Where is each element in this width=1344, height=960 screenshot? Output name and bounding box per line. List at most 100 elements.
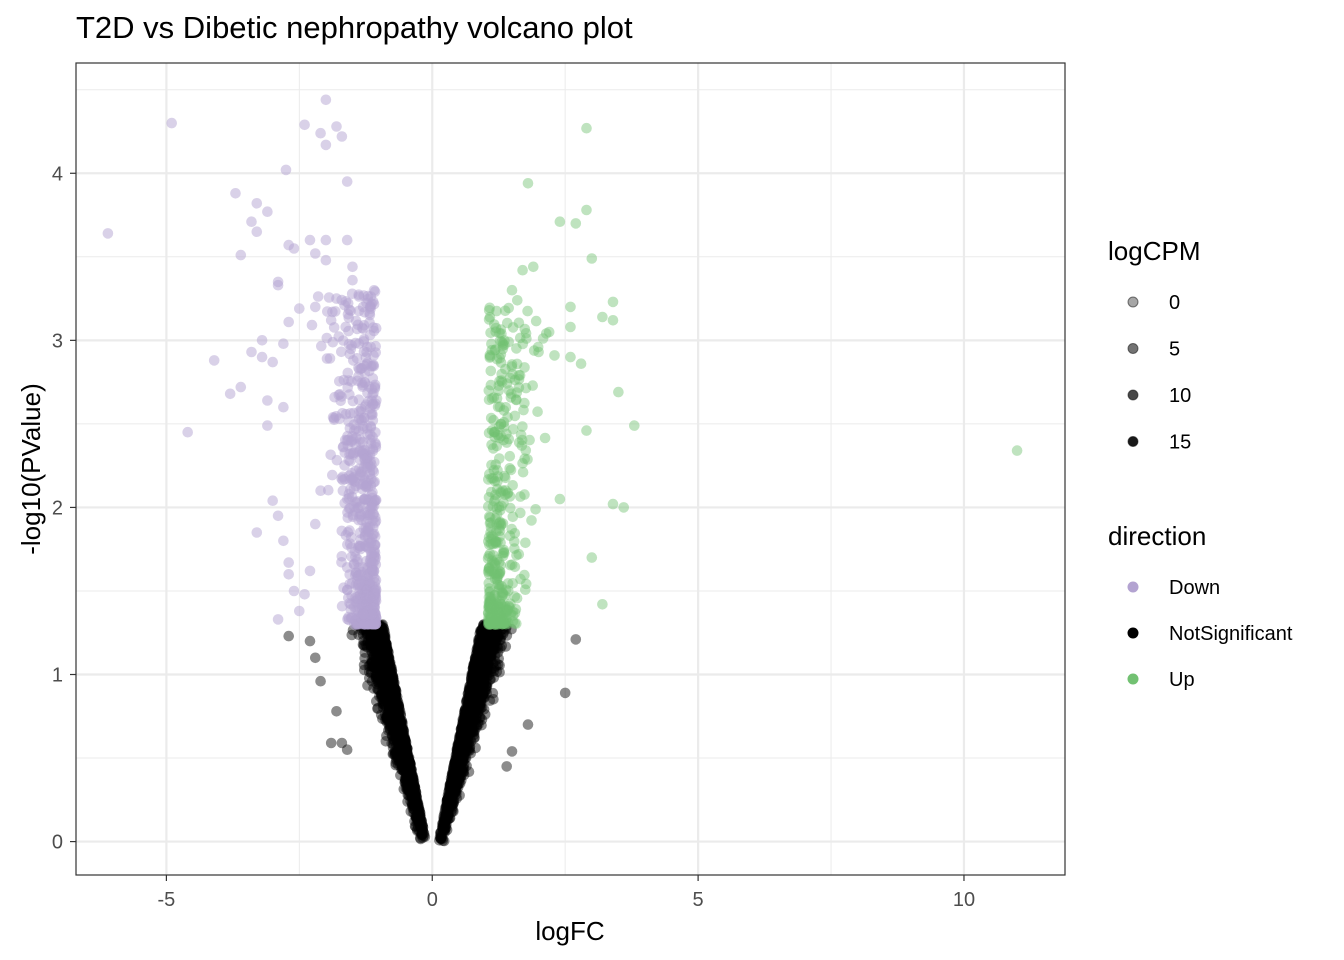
point-down	[336, 551, 348, 562]
point-up	[607, 498, 619, 510]
point-not-significant	[409, 782, 421, 793]
point-not-significant	[371, 695, 382, 707]
point-up	[565, 301, 576, 313]
point-not-significant	[403, 772, 415, 783]
point-not-significant	[444, 790, 455, 801]
point-down	[353, 578, 365, 590]
point-not-significant	[389, 715, 401, 727]
point-not-significant	[392, 725, 404, 737]
point-not-significant	[488, 632, 499, 643]
point-not-significant	[376, 693, 388, 704]
point-not-significant	[407, 791, 419, 802]
point-not-significant	[391, 713, 402, 724]
point-not-significant	[485, 627, 496, 638]
point-not-significant	[451, 753, 463, 764]
point-not-significant	[372, 628, 384, 639]
point-not-significant	[480, 678, 492, 690]
point-not-significant	[390, 687, 401, 698]
point-not-significant	[460, 745, 472, 757]
point-down	[182, 426, 193, 438]
point-not-significant	[484, 632, 495, 643]
point-not-significant	[391, 698, 402, 709]
point-not-significant	[386, 665, 398, 677]
point-not-significant	[477, 647, 488, 659]
point-not-significant	[409, 797, 420, 808]
point-not-significant	[458, 723, 469, 734]
point-not-significant	[385, 716, 397, 728]
point-up	[554, 216, 566, 227]
point-not-significant	[393, 718, 405, 729]
point-not-significant	[389, 677, 400, 689]
point-up	[509, 410, 521, 422]
point-not-significant	[444, 791, 456, 803]
point-not-significant	[474, 699, 486, 711]
point-not-significant	[468, 692, 480, 704]
point-not-significant	[379, 661, 391, 673]
point-not-significant	[479, 637, 490, 648]
point-not-significant	[443, 798, 455, 809]
point-not-significant	[463, 740, 474, 751]
point-up	[506, 284, 518, 296]
point-not-significant	[467, 676, 478, 688]
point-not-significant	[461, 741, 473, 753]
point-not-significant	[368, 641, 380, 652]
point-down	[370, 592, 382, 604]
point-up	[502, 578, 514, 589]
point-not-significant	[484, 653, 495, 665]
point-not-significant	[414, 820, 426, 832]
point-not-significant	[384, 723, 396, 734]
point-not-significant	[389, 705, 401, 716]
point-not-significant	[404, 777, 415, 789]
point-not-significant	[444, 793, 456, 804]
point-not-significant	[459, 706, 470, 717]
point-not-significant	[472, 648, 484, 660]
point-not-significant	[468, 675, 480, 687]
point-up	[597, 599, 608, 610]
point-not-significant	[475, 656, 486, 667]
point-not-significant	[467, 705, 479, 717]
point-down	[355, 406, 367, 418]
point-not-significant	[476, 656, 488, 667]
point-not-significant	[366, 629, 378, 640]
point-not-significant	[396, 736, 407, 747]
point-not-significant	[440, 802, 451, 814]
point-not-significant	[441, 824, 453, 836]
point-not-significant	[480, 633, 492, 644]
point-not-significant	[460, 752, 471, 764]
point-not-significant	[473, 707, 484, 718]
point-not-significant	[383, 716, 395, 727]
point-not-significant	[479, 622, 491, 634]
point-not-significant	[415, 813, 426, 825]
point-not-significant	[465, 690, 476, 701]
point-not-significant	[462, 727, 474, 739]
point-not-significant	[477, 689, 489, 701]
point-not-significant	[458, 714, 470, 726]
point-up	[504, 450, 516, 462]
point-not-significant	[460, 733, 472, 745]
point-not-significant	[413, 805, 425, 817]
point-not-significant	[382, 675, 394, 687]
point-not-significant	[397, 736, 408, 747]
point-not-significant	[374, 633, 386, 645]
point-not-significant	[377, 673, 389, 684]
point-not-significant	[399, 747, 411, 758]
point-not-significant	[445, 801, 457, 812]
point-not-significant	[384, 704, 395, 715]
point-not-significant	[405, 781, 417, 793]
point-up	[507, 322, 519, 333]
point-not-significant	[439, 817, 451, 828]
point-not-significant	[484, 621, 496, 632]
point-not-significant	[453, 778, 465, 789]
point-not-significant	[376, 642, 387, 653]
point-not-significant	[381, 644, 393, 656]
point-not-significant	[391, 697, 402, 709]
point-not-significant	[371, 627, 383, 638]
point-not-significant	[483, 638, 495, 650]
point-not-significant	[401, 765, 412, 776]
point-up	[486, 611, 497, 622]
point-down	[321, 353, 333, 364]
point-not-significant	[389, 715, 401, 727]
point-not-significant	[377, 697, 389, 708]
point-not-significant	[464, 742, 476, 754]
